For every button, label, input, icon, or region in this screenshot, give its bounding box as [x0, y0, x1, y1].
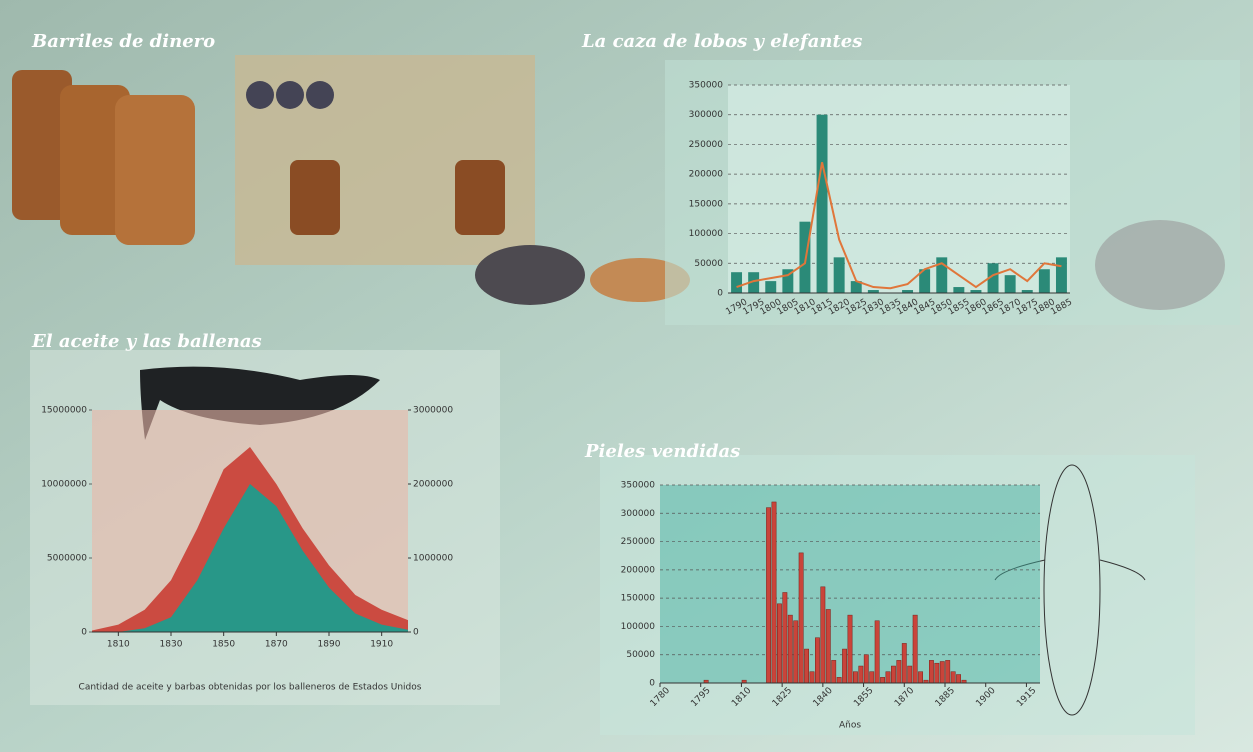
bar — [788, 615, 792, 683]
bar — [810, 672, 814, 683]
x-tick-label: 1850 — [212, 640, 235, 650]
bar — [826, 609, 830, 683]
y2-tick-label: 0 — [413, 628, 419, 638]
y-tick-label: 150000 — [689, 199, 724, 209]
y-tick-label: 0 — [81, 628, 87, 638]
bar — [956, 675, 960, 683]
y-tick-label: 15000000 — [41, 406, 87, 416]
bar — [799, 553, 803, 683]
bar — [929, 660, 933, 683]
bar — [891, 666, 895, 683]
bar — [834, 257, 845, 293]
bar — [837, 677, 841, 683]
y-tick-label: 200000 — [689, 170, 724, 180]
y-tick-label: 50000 — [626, 650, 655, 660]
bar — [951, 672, 955, 683]
bar — [902, 643, 906, 683]
bar — [1039, 269, 1050, 293]
y2-tick-label: 2000000 — [413, 480, 453, 490]
y-tick-label: 100000 — [689, 229, 724, 239]
bar — [765, 281, 776, 293]
heading: Pieles vendidas — [584, 441, 740, 462]
bar — [859, 666, 863, 683]
y-tick-label: 5000000 — [47, 554, 87, 564]
y-tick-label: 100000 — [621, 622, 656, 632]
y-tick-label: 50000 — [694, 259, 723, 269]
y-tick-label: 0 — [717, 289, 723, 299]
bar — [815, 638, 819, 683]
y-tick-label: 0 — [649, 679, 655, 689]
y-tick-label: 150000 — [621, 594, 656, 604]
infographic: Barriles de dinero La caza de lobos y el… — [0, 0, 1253, 752]
bar — [864, 655, 868, 683]
bar — [875, 621, 879, 683]
x-axis-label: Años — [839, 721, 861, 731]
bar — [940, 662, 944, 683]
bar — [832, 660, 836, 683]
y-tick-label: 250000 — [621, 537, 656, 547]
bar — [918, 672, 922, 683]
bar — [731, 272, 742, 293]
x-tick-label: 1810 — [107, 640, 130, 650]
plot-area — [728, 85, 1070, 293]
y-tick-label: 300000 — [689, 110, 724, 120]
bar — [804, 649, 808, 683]
y2-tick-label: 3000000 — [413, 406, 453, 416]
bar — [842, 649, 846, 683]
y2-tick-label: 1000000 — [413, 554, 453, 564]
bar — [783, 592, 787, 683]
barrels-picture — [12, 55, 535, 265]
heading: La caza de lobos y elefantes — [581, 31, 862, 52]
caption: Cantidad de aceite y barbas obtenidas po… — [79, 683, 422, 693]
y-tick-label: 10000000 — [41, 480, 87, 490]
bar — [913, 615, 917, 683]
bar — [880, 677, 884, 683]
x-tick-label: 1910 — [370, 640, 393, 650]
bar — [870, 672, 874, 683]
y-tick-label: 250000 — [689, 140, 724, 150]
y-tick-label: 350000 — [621, 481, 656, 491]
bar — [935, 663, 939, 683]
bar — [772, 502, 776, 683]
heading: Barriles de dinero — [31, 31, 215, 52]
x-tick-label: 1870 — [265, 640, 288, 650]
x-tick-label: 1830 — [160, 640, 183, 650]
bar — [794, 621, 798, 683]
bar — [886, 672, 890, 683]
bar — [946, 660, 950, 683]
y-tick-label: 350000 — [689, 81, 724, 91]
bar — [766, 508, 770, 683]
bar — [897, 660, 901, 683]
bar — [777, 604, 781, 683]
bar — [1005, 275, 1016, 293]
bar — [953, 287, 964, 293]
x-tick-label: 1890 — [318, 640, 341, 650]
engraving — [1095, 220, 1225, 310]
y-tick-label: 200000 — [621, 565, 656, 575]
bar — [908, 666, 912, 683]
y-tick-label: 300000 — [621, 509, 656, 519]
heading: El aceite y las ballenas — [31, 331, 262, 352]
bar — [817, 115, 828, 293]
bar — [1056, 257, 1067, 293]
bar — [821, 587, 825, 683]
bar — [853, 672, 857, 683]
bar — [848, 615, 852, 683]
